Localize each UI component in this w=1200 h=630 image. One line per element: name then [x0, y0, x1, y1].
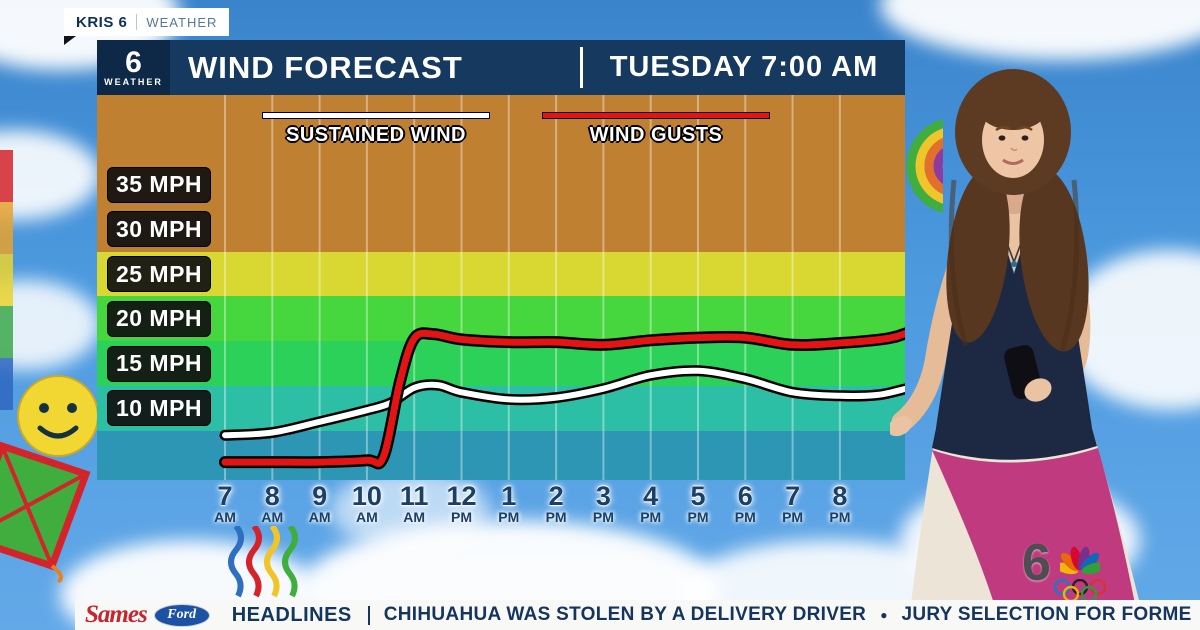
- headlines-label: HEADLINES: [231, 603, 352, 626]
- ticker-bullet: ●: [880, 608, 888, 622]
- station-logo: 6 WEATHER: [97, 40, 170, 95]
- ford-logo-icon: Ford: [153, 603, 210, 627]
- rainbow-squiggle-icon: [228, 526, 298, 598]
- x-axis-tick: 11 AM: [399, 481, 429, 526]
- bug-station-label: KRIS 6: [76, 13, 128, 31]
- x-axis-tick: 4 PM: [640, 481, 662, 526]
- cloud: [880, 0, 1200, 60]
- forecast-timestamp: TUESDAY 7:00 AM: [609, 51, 879, 83]
- x-axis-tick: 5 PM: [687, 481, 709, 526]
- cloud: [0, 280, 100, 370]
- legend-sustained-bar: [262, 112, 490, 119]
- x-axis-tick: 1 PM: [498, 481, 520, 526]
- legend-gusts-label: WIND GUSTS: [589, 124, 723, 146]
- ticker-item: CHIHUAHUA WAS STOLEN BY A DELIVERY DRIVE…: [383, 604, 867, 625]
- y-axis-label: 15 MPH: [107, 345, 211, 382]
- y-axis-label: 20 MPH: [107, 300, 211, 337]
- x-axis-tick: 2 PM: [545, 481, 567, 526]
- chart-band: [97, 95, 905, 252]
- x-axis-tick: 10 AM: [351, 481, 382, 526]
- x-axis-tick: 12 PM: [446, 481, 477, 526]
- y-axis-label: 30 MPH: [107, 211, 211, 248]
- series-0-line: [222, 367, 905, 439]
- nbc6-logo: 6: [1022, 534, 1107, 603]
- chart-gridlines: [224, 95, 841, 480]
- page-title: WIND FORECAST: [188, 49, 463, 85]
- forecast-header: 6 WEATHER WIND FORECAST TUESDAY 7:00 AM: [97, 40, 905, 95]
- nbc-peacock-icon: [1059, 546, 1100, 575]
- chart-plot: [219, 95, 905, 480]
- bug-section-label: WEATHER: [146, 14, 218, 30]
- station-logo-number: 6: [125, 45, 142, 79]
- rainbow-arc-icon: [906, 119, 943, 213]
- x-axis-tick: 9 AM: [308, 481, 331, 526]
- ticker-divider: [367, 605, 370, 625]
- x-axis-tick: 7 AM: [214, 481, 236, 526]
- series-1-line: [221, 329, 905, 467]
- station-logo-label: WEATHER: [104, 76, 163, 87]
- legend-sustained-label: SUSTAINED WIND: [286, 124, 466, 146]
- bug-pointer: [64, 36, 76, 45]
- bug-divider: [136, 14, 138, 30]
- x-axis-tick: 8 PM: [829, 481, 851, 526]
- header-divider: [580, 47, 583, 88]
- wind-forecast-chart: 35 MPH 30 MPH 25 MPH 20 MPH 15 MPH 10 MPH SUS…: [97, 95, 905, 480]
- y-axis-label: 35 MPH: [107, 166, 211, 203]
- legend-gusts-bar: [542, 112, 770, 119]
- ribbon-stripes-icon: [0, 150, 13, 410]
- legend-sustained: SUSTAINED WIND: [262, 112, 490, 147]
- cloud: [0, 130, 100, 220]
- chart-band: [97, 251, 905, 297]
- x-axis-tick: 8 AM: [261, 481, 284, 526]
- kite-decoration: [0, 375, 99, 583]
- smiley-balloon-icon: [17, 375, 99, 457]
- legend-gusts: WIND GUSTS: [542, 112, 770, 147]
- kite-icon: [0, 441, 91, 583]
- series-0-outline: [219, 365, 905, 441]
- weather-presenter: [890, 69, 1146, 630]
- ticker-item: JURY SELECTION FOR FORME: [901, 604, 1192, 625]
- y-axis-label: 25 MPH: [107, 256, 211, 293]
- news-ticker: Sames Ford HEADLINES CHIHUAHUA WAS STOLE…: [75, 600, 1200, 630]
- chart-band: [97, 341, 905, 386]
- station-bug: KRIS 6 WEATHER: [64, 8, 230, 36]
- nbc-number: 6: [1022, 534, 1051, 592]
- x-axis-tick: 3 PM: [592, 481, 614, 526]
- sames-logo: Sames: [85, 601, 148, 628]
- y-axis-label: 10 MPH: [107, 390, 211, 427]
- chart-band: [97, 296, 905, 342]
- x-axis-tick: 6 PM: [734, 481, 756, 526]
- cloud: [330, 470, 490, 550]
- x-axis-tick: 7 PM: [782, 481, 804, 526]
- x-axis: 7 AM 8 AM 9 AM 10 AM 11 AM 12 PM 1 PM 2 PM 3 PM 4 PM 5 PM 6 PM 7…: [97, 483, 905, 541]
